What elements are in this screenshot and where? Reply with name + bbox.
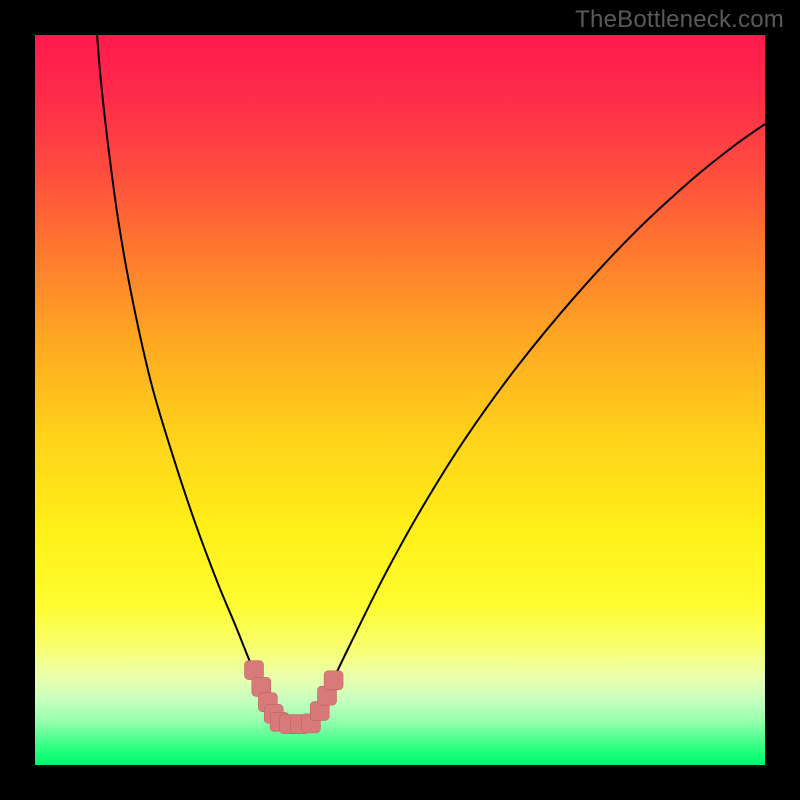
watermark-text: TheBottleneck.com [575,6,784,34]
marker-layer [35,35,765,765]
marker-point [245,661,264,680]
plot-area [35,35,765,765]
markers-group [245,661,344,734]
marker-point [324,671,343,690]
